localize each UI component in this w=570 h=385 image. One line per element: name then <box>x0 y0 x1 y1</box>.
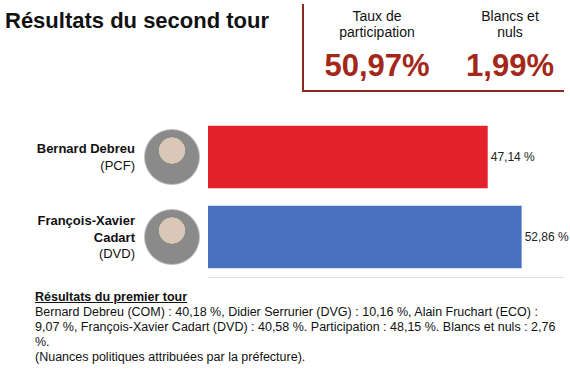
html-text:Blancs et nuls: Blancs et nuls <box>481 8 539 40</box>
html-text:Taux de participation: Taux de participation <box>339 8 415 40</box>
html-text:(Nuances politiques attribuées: (Nuances politiques attribuées par la pr… <box>35 350 306 364</box>
html-text:Bernard Debreu (COM) : 40,18 %: Bernard Debreu (COM) : 40,18 %, Didier S… <box>35 305 556 349</box>
svg-text:47,14 %: 47,14 % <box>491 150 535 164</box>
svg-text:Bernard Debreu(PCF): Bernard Debreu(PCF) <box>37 141 135 173</box>
svg-text:François-XavierCadart(DVD): François-XavierCadart(DVD) <box>37 213 135 262</box>
html-text:1,99%: 1,99% <box>466 48 554 83</box>
html-text:Résultats du premier tour: Résultats du premier tour <box>35 290 188 304</box>
html-text:Résultats du second tour: Résultats du second tour <box>5 8 269 33</box>
svg-text:52,86 %: 52,86 % <box>525 230 569 244</box>
html-text:50,97%: 50,97% <box>324 48 430 83</box>
